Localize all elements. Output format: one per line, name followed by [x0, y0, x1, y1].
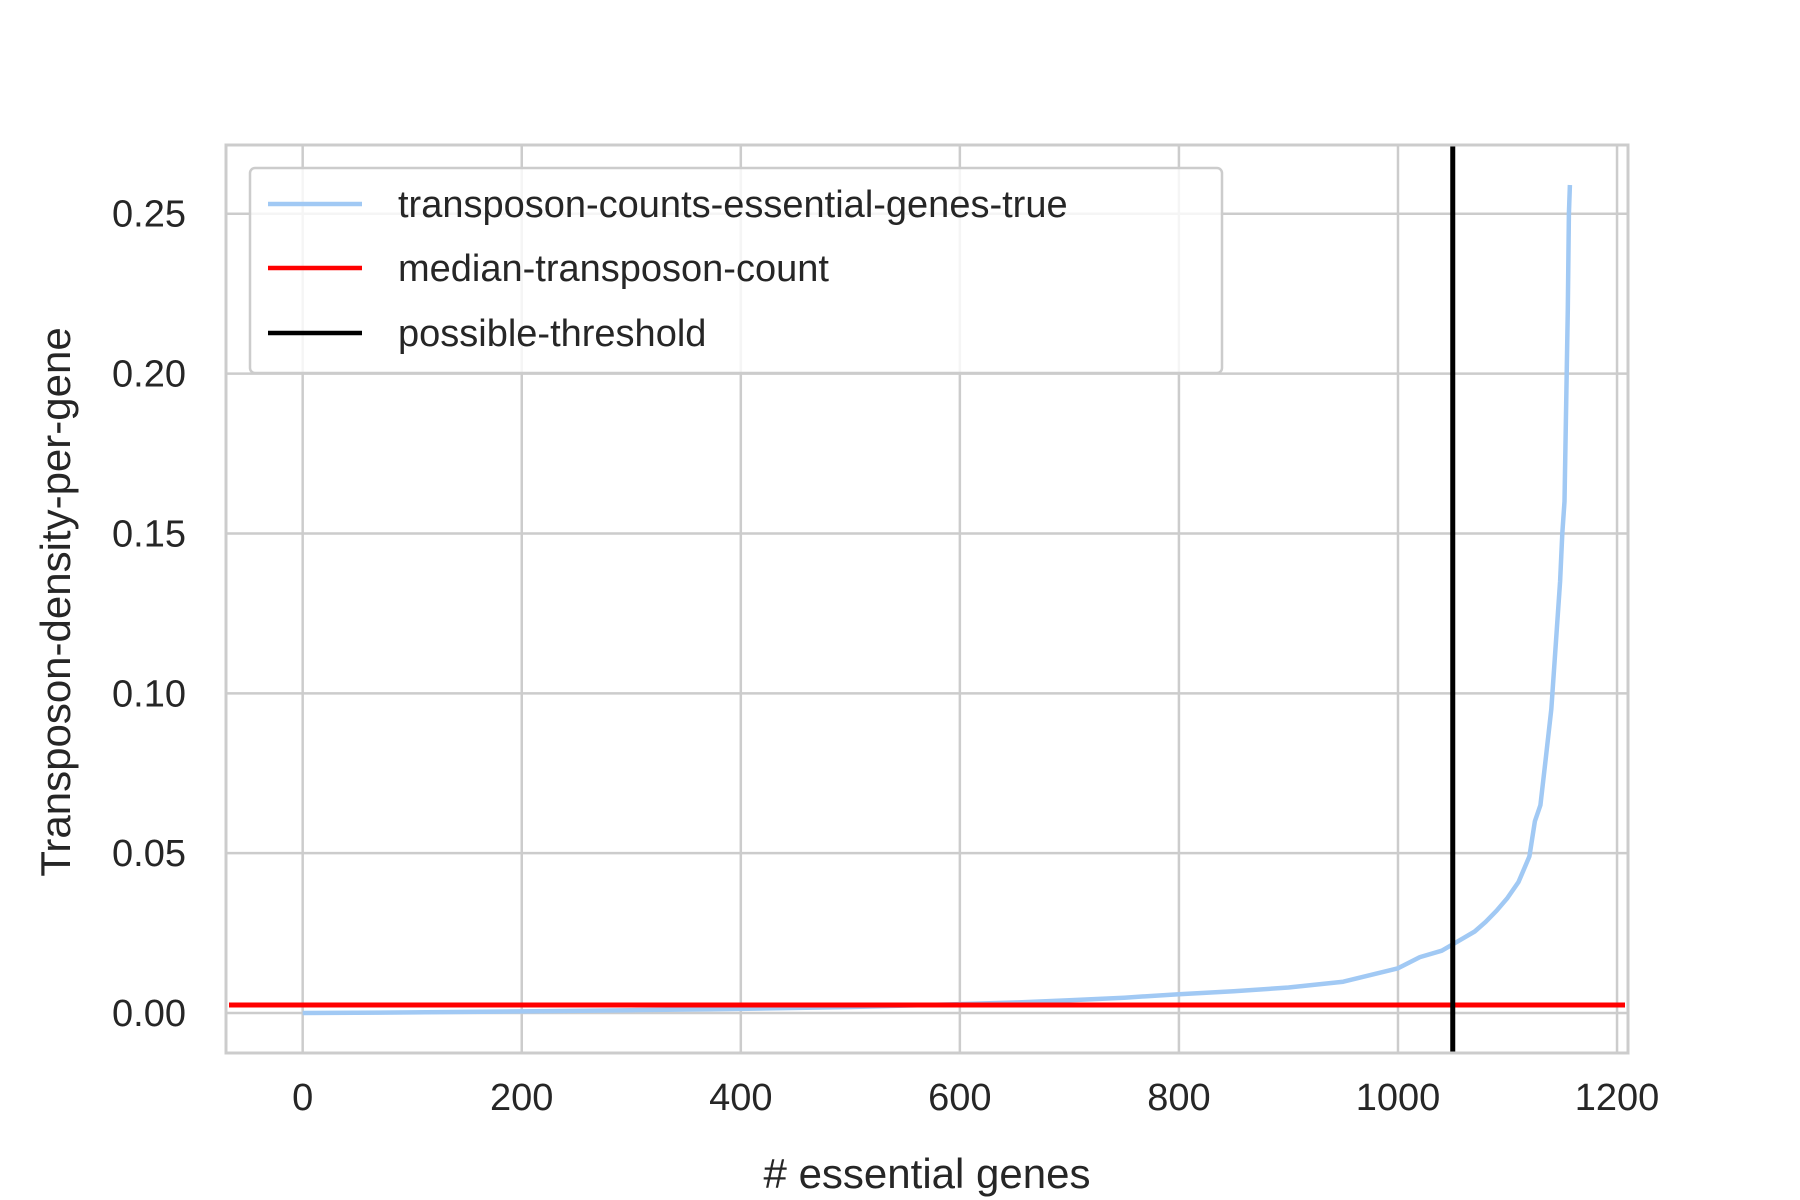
y-axis-label: Transposon-density-per-gene — [32, 327, 79, 876]
x-tick-label: 1200 — [1575, 1077, 1660, 1119]
plot-frame — [224, 143, 1630, 1055]
x-tick-label: 1000 — [1356, 1077, 1441, 1119]
legend: transposon-counts-essential-genes-true m… — [248, 166, 1224, 375]
y-tick-label: 0.25 — [112, 194, 186, 236]
y-tick-label: 0.15 — [112, 513, 186, 555]
legend-label-threshold: possible-threshold — [398, 313, 706, 355]
y-tick-label: 0.00 — [112, 993, 186, 1035]
x-tick-label: 600 — [928, 1077, 991, 1119]
x-tick-label: 0 — [292, 1077, 313, 1119]
y-tick-label: 0.10 — [112, 673, 186, 715]
series-layer — [229, 145, 1625, 1053]
legend-label-median: median-transposon-count — [398, 248, 829, 290]
x-tick-label: 400 — [709, 1077, 772, 1119]
y-tick-label: 0.20 — [112, 354, 186, 396]
x-tick-label: 800 — [1147, 1077, 1210, 1119]
y-tick-label: 0.05 — [112, 833, 186, 875]
tick-labels: 0 200 400 600 800 1000 1200 0.00 0.05 0.10 0.15 0.2… — [112, 194, 1659, 1119]
x-tick-label: 200 — [490, 1077, 553, 1119]
x-axis-label: # essential genes — [764, 1150, 1091, 1197]
legend-label-transposon-counts: transposon-counts-essential-genes-true — [398, 184, 1068, 226]
legend-box — [248, 166, 1224, 375]
